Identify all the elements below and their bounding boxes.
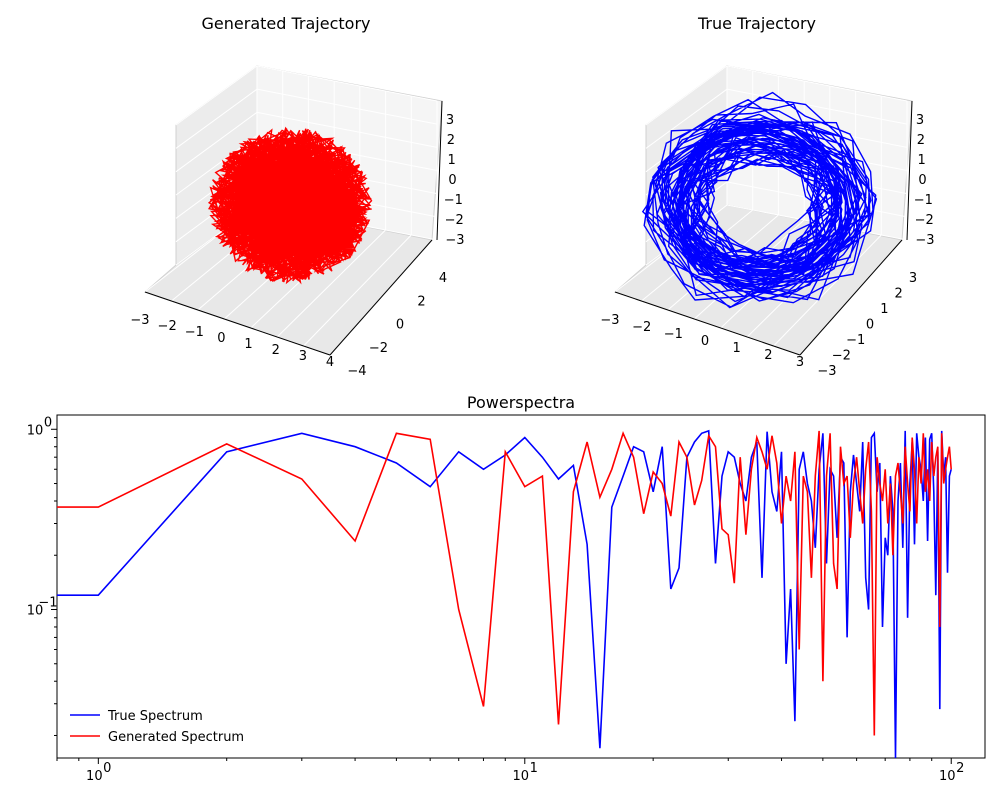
- series-lines: [57, 429, 952, 759]
- z-tick-label: −2: [445, 213, 464, 228]
- x-tick-label: 10: [86, 769, 103, 784]
- x-tick-label: 2: [272, 343, 280, 358]
- y-tick-label: 3: [909, 271, 917, 286]
- x-axis-line: [614, 291, 801, 356]
- plot-frame: [56, 414, 986, 759]
- x-tick-label: 0: [701, 334, 709, 349]
- y-tick-label: −3: [817, 364, 836, 379]
- x-tick-label: 3: [299, 349, 307, 364]
- y-tick-label: −2: [832, 349, 851, 364]
- grid-line: [175, 65, 258, 126]
- z-tick-label: 2: [917, 133, 925, 148]
- chart-title: True Trajectory: [697, 14, 816, 33]
- x-tick-label: −2: [158, 319, 177, 334]
- z-tick-label: −1: [914, 193, 933, 208]
- y-tick-label: 10: [27, 604, 44, 619]
- trajectory-line: [207, 126, 373, 285]
- y-tick-label: 2: [895, 287, 903, 302]
- grid-line: [175, 88, 258, 149]
- series-line-1: [57, 430, 952, 736]
- grid-line: [256, 65, 438, 102]
- x-tick-label: −1: [185, 325, 204, 340]
- grid-line: [303, 234, 412, 347]
- series-line-0: [57, 429, 952, 759]
- grid-line: [773, 234, 882, 347]
- x-tick-exponent: 2: [956, 761, 964, 776]
- y-tick-exponent: 0: [44, 415, 52, 430]
- y-tick-label: −2: [369, 341, 388, 356]
- grid-line: [329, 239, 438, 356]
- x-tick-exponent: 1: [530, 761, 538, 776]
- grid-line: [799, 239, 908, 356]
- grid-line: [276, 229, 386, 338]
- grid-line: [175, 111, 258, 173]
- z-tick-label: 0: [918, 173, 926, 188]
- legend-label-true: True Spectrum: [107, 709, 203, 724]
- x-tick-label: 10: [939, 769, 956, 784]
- x-tick-label: 2: [764, 348, 772, 363]
- y-tick-label: 0: [866, 318, 874, 333]
- y-tick-label: 10: [27, 423, 44, 438]
- x-tick-label: 10: [513, 769, 530, 784]
- x-tick-label: 3: [796, 355, 804, 370]
- y-axis-line: [799, 239, 903, 356]
- grid-line: [726, 88, 908, 125]
- x-axis-line: [144, 291, 331, 356]
- z-axis-line: [436, 100, 443, 241]
- z-tick-label: −2: [915, 213, 934, 228]
- grid-line: [726, 65, 908, 102]
- x-tick-label: 4: [326, 355, 334, 370]
- y-tick-label: 0: [396, 318, 404, 333]
- y-tick-label: 1: [880, 302, 888, 317]
- y-tick-label: −1: [846, 333, 865, 348]
- x-tick-label: −2: [632, 320, 651, 335]
- z-tick-label: −3: [445, 233, 464, 248]
- z-tick-label: 1: [918, 153, 926, 168]
- true-trajectory-axes: True Trajectory −3 −2 −1 0 1 2 3−3−2−10123−3−2…: [600, 14, 934, 379]
- grid-line: [645, 88, 728, 149]
- z-tick-label: 3: [446, 113, 454, 128]
- z-tick-label: 0: [448, 173, 456, 188]
- chart-title: Powerspectra: [467, 393, 575, 412]
- z-tick-label: 2: [447, 133, 455, 148]
- y-tick-exponent: −1: [38, 596, 57, 611]
- y-tick-label: 4: [439, 271, 447, 286]
- z-tick-label: −3: [915, 233, 934, 248]
- x-tick-label: −3: [130, 313, 149, 328]
- chart-title: Generated Trajectory: [202, 14, 371, 33]
- x-tick-label: −1: [664, 327, 683, 342]
- z-axis-line: [906, 100, 913, 241]
- y-axis-line: [329, 239, 433, 356]
- x-tick-exponent: 0: [103, 761, 111, 776]
- z-tick-label: 1: [448, 153, 456, 168]
- grid-line: [256, 111, 438, 148]
- x-tick-label: −3: [600, 313, 619, 328]
- legend-label-generated: Generated Spectrum: [108, 730, 244, 745]
- generated-trajectory-axes: Generated Trajectory −3 −2 −1 0 1 2 3 4−4−2024−…: [130, 14, 464, 379]
- grid-line: [645, 65, 728, 126]
- z-tick-label: −1: [444, 193, 463, 208]
- y-tick-label: 2: [417, 294, 425, 309]
- x-tick-label: 0: [217, 331, 225, 346]
- trajectory-line: [641, 91, 878, 309]
- y-tick-label: −4: [347, 364, 366, 379]
- x-tick-label: 1: [733, 341, 741, 356]
- x-tick-label: 1: [244, 337, 252, 352]
- grid-line: [256, 88, 438, 125]
- legend: True Spectrum Generated Spectrum: [70, 709, 244, 745]
- z-tick-label: 3: [916, 113, 924, 128]
